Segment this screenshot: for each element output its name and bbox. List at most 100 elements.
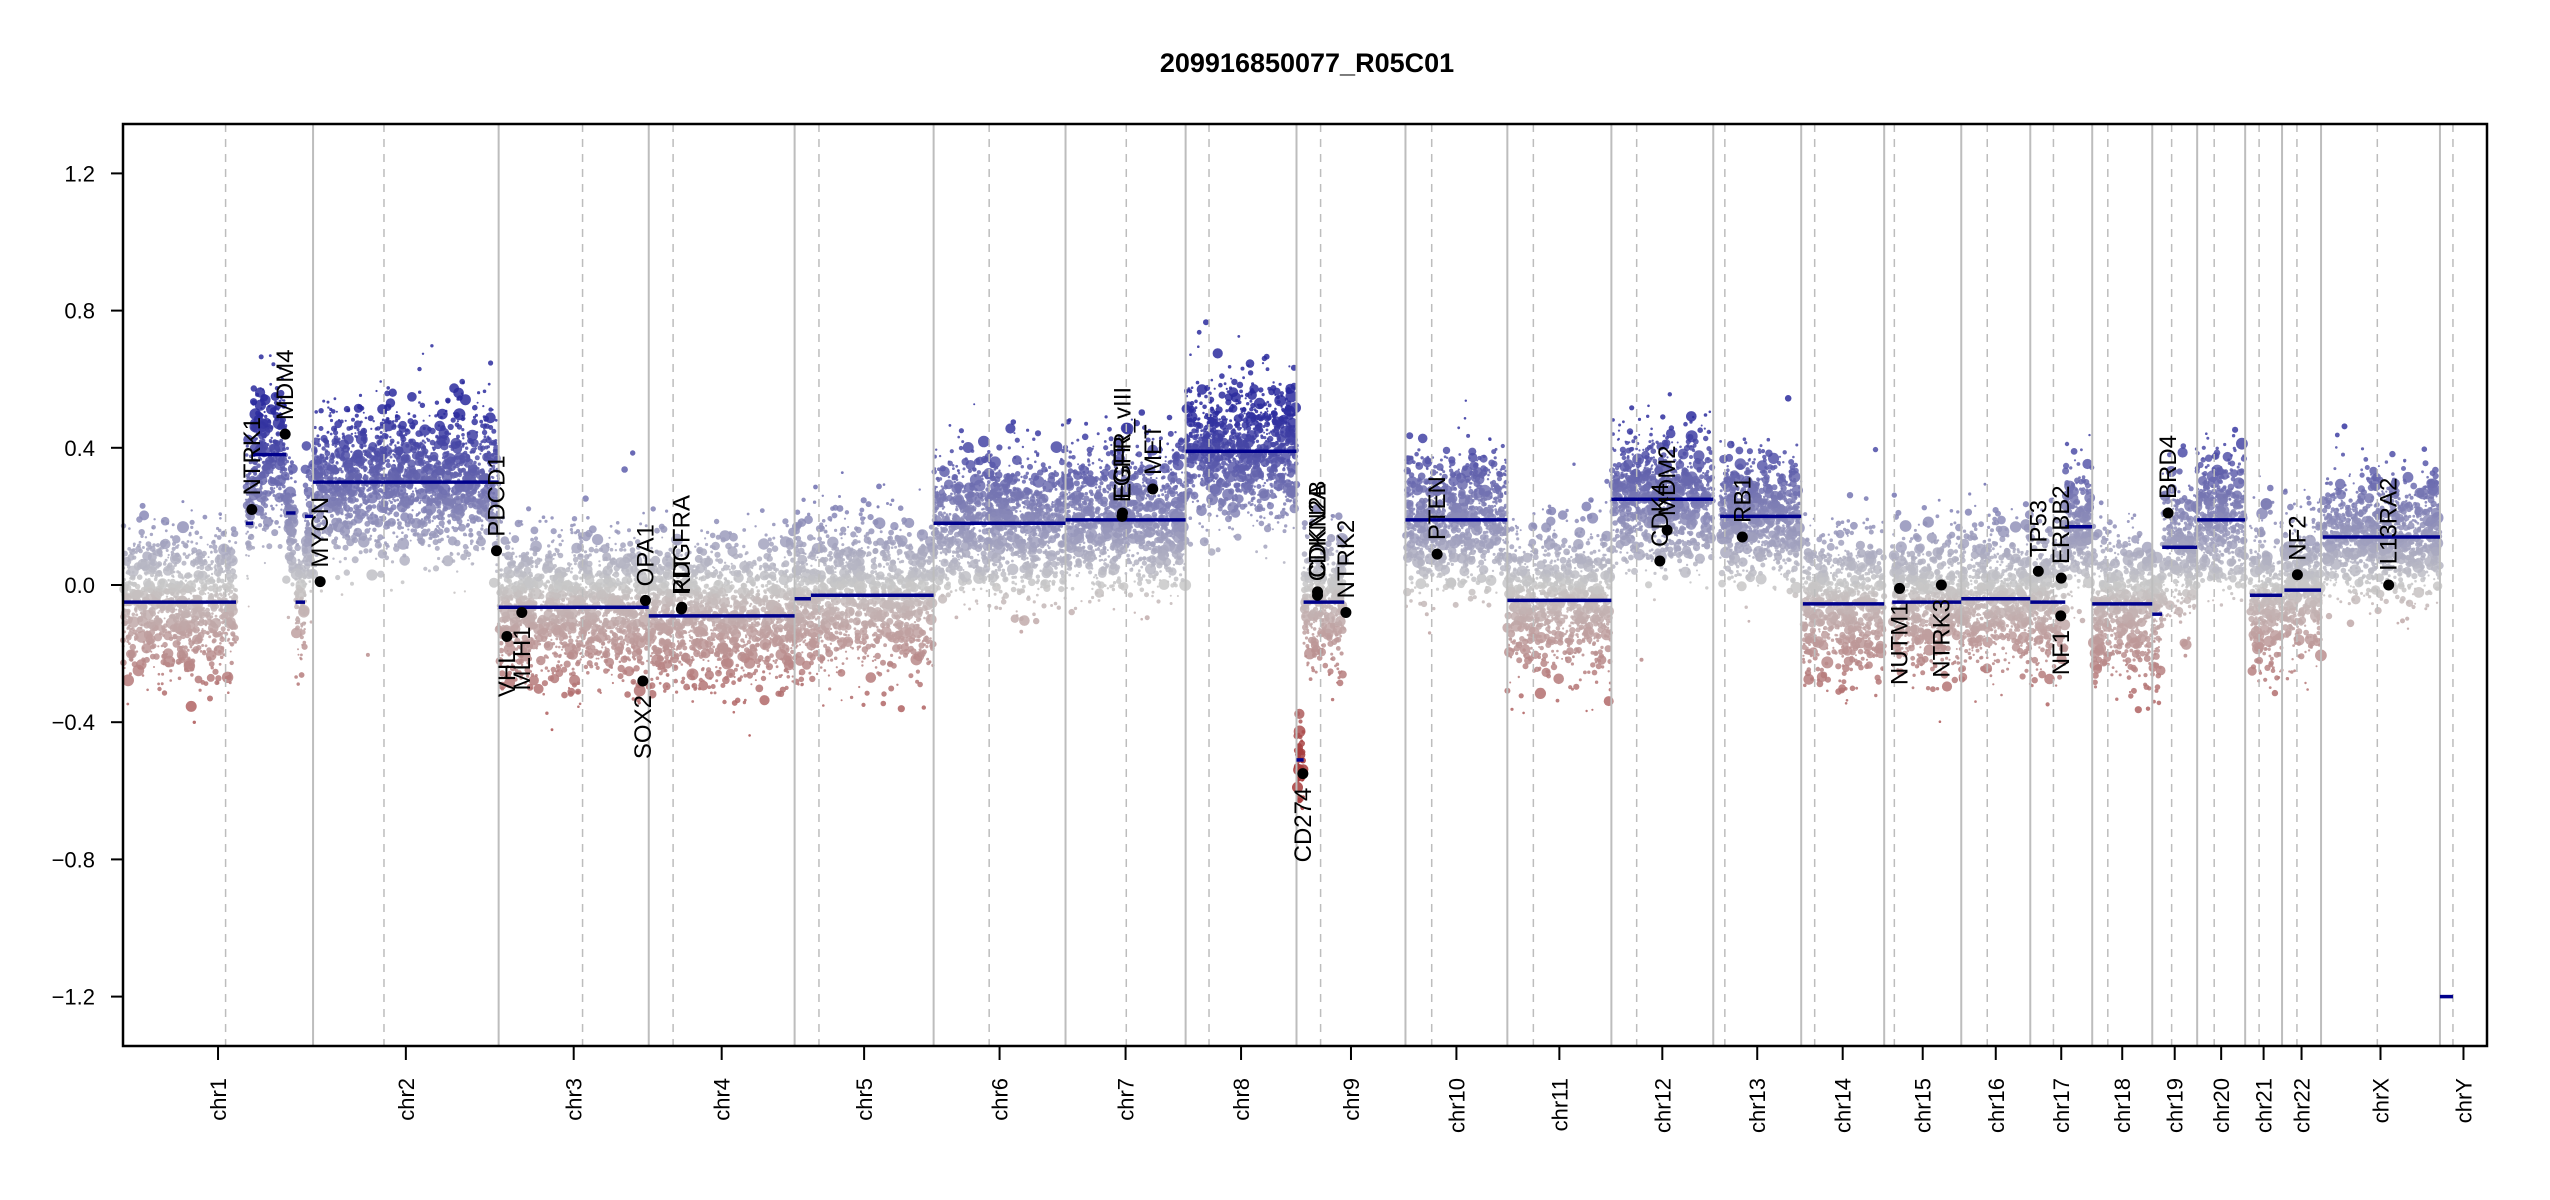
probe-point — [626, 625, 632, 631]
probe-point — [466, 546, 469, 549]
probe-point — [352, 510, 356, 513]
probe-point — [164, 588, 171, 595]
probe-point — [400, 507, 406, 513]
probe-point — [143, 656, 150, 663]
probe-point — [614, 652, 620, 658]
probe-point — [338, 439, 349, 450]
probe-point — [461, 428, 465, 432]
probe-point — [410, 521, 413, 524]
probe-point — [323, 469, 328, 473]
probe-point — [133, 607, 138, 612]
probe-point — [210, 551, 213, 554]
probe-point — [212, 583, 216, 588]
probe-point — [206, 673, 215, 682]
probe-point — [451, 559, 456, 563]
probe-point — [367, 415, 374, 422]
probe-point — [474, 486, 477, 489]
probe-point — [552, 552, 557, 557]
probe-point — [165, 583, 169, 588]
probe-point — [245, 492, 250, 496]
probe-point — [170, 591, 174, 596]
probe-point — [609, 547, 614, 552]
probe-point — [373, 474, 378, 479]
probe-point — [282, 457, 286, 461]
probe-point — [335, 454, 341, 459]
probe-point — [264, 512, 267, 516]
probe-point — [301, 643, 308, 650]
probe-point — [619, 547, 624, 552]
probe-point — [198, 573, 202, 577]
probe-point — [533, 536, 539, 541]
probe-point — [364, 416, 368, 420]
probe-point — [190, 608, 198, 615]
probe-point — [441, 474, 445, 478]
probe-point — [369, 550, 372, 553]
probe-point — [154, 574, 158, 579]
probe-point — [617, 664, 625, 673]
probe-point — [584, 586, 588, 589]
probe-point — [380, 476, 384, 481]
probe-point — [379, 446, 382, 449]
probe-point — [205, 614, 209, 618]
probe-point — [603, 668, 609, 674]
probe-point — [300, 628, 303, 631]
probe-point — [511, 619, 516, 624]
probe-point — [473, 460, 477, 465]
probe-point — [432, 515, 437, 520]
probe-point — [170, 550, 175, 555]
probe-point — [586, 623, 590, 627]
probe-point — [446, 520, 449, 523]
probe-point — [362, 486, 366, 490]
probe-point — [230, 546, 233, 549]
probe-point — [226, 553, 229, 556]
probe-point — [618, 558, 630, 570]
probe-point — [465, 524, 470, 528]
probe-point — [384, 555, 390, 561]
probe-point — [178, 655, 182, 659]
probe-point — [149, 532, 154, 537]
probe-point — [219, 513, 222, 517]
probe-point — [510, 598, 514, 601]
probe-point — [555, 664, 560, 668]
probe-point — [351, 556, 359, 564]
probe-point — [168, 636, 174, 642]
probe-point — [561, 691, 568, 699]
probe-point — [465, 446, 469, 450]
probe-point — [604, 646, 607, 649]
probe-point — [621, 568, 624, 572]
probe-point — [363, 428, 366, 431]
probe-point — [587, 652, 594, 659]
probe-point — [398, 432, 404, 437]
probe-point — [187, 574, 191, 578]
probe-point — [339, 419, 344, 424]
probe-point — [506, 578, 512, 584]
probe-point — [511, 582, 514, 585]
probe-point — [229, 650, 232, 653]
probe-point — [179, 580, 183, 584]
probe-point — [169, 624, 178, 633]
probe-point — [212, 638, 217, 643]
probe-point — [756, 590, 759, 593]
probe-point — [603, 592, 609, 598]
probe-point — [627, 608, 638, 620]
probe-point — [408, 497, 411, 501]
probe-point — [196, 577, 200, 580]
probe-point — [511, 585, 518, 592]
probe-point — [245, 502, 249, 506]
probe-point — [136, 615, 144, 623]
probe-point — [212, 668, 219, 675]
probe-point — [380, 484, 383, 487]
probe-point — [197, 587, 201, 591]
probe-point — [390, 560, 395, 564]
probe-point — [598, 640, 602, 644]
probe-point — [350, 432, 354, 436]
probe-point — [457, 467, 461, 472]
probe-point — [772, 659, 775, 663]
probe-point — [280, 503, 283, 506]
probe-point — [388, 406, 391, 409]
probe-point — [614, 529, 619, 534]
probe-point — [461, 381, 465, 385]
probe-point — [336, 498, 340, 501]
probe-point — [419, 499, 422, 502]
probe-point — [222, 555, 225, 559]
